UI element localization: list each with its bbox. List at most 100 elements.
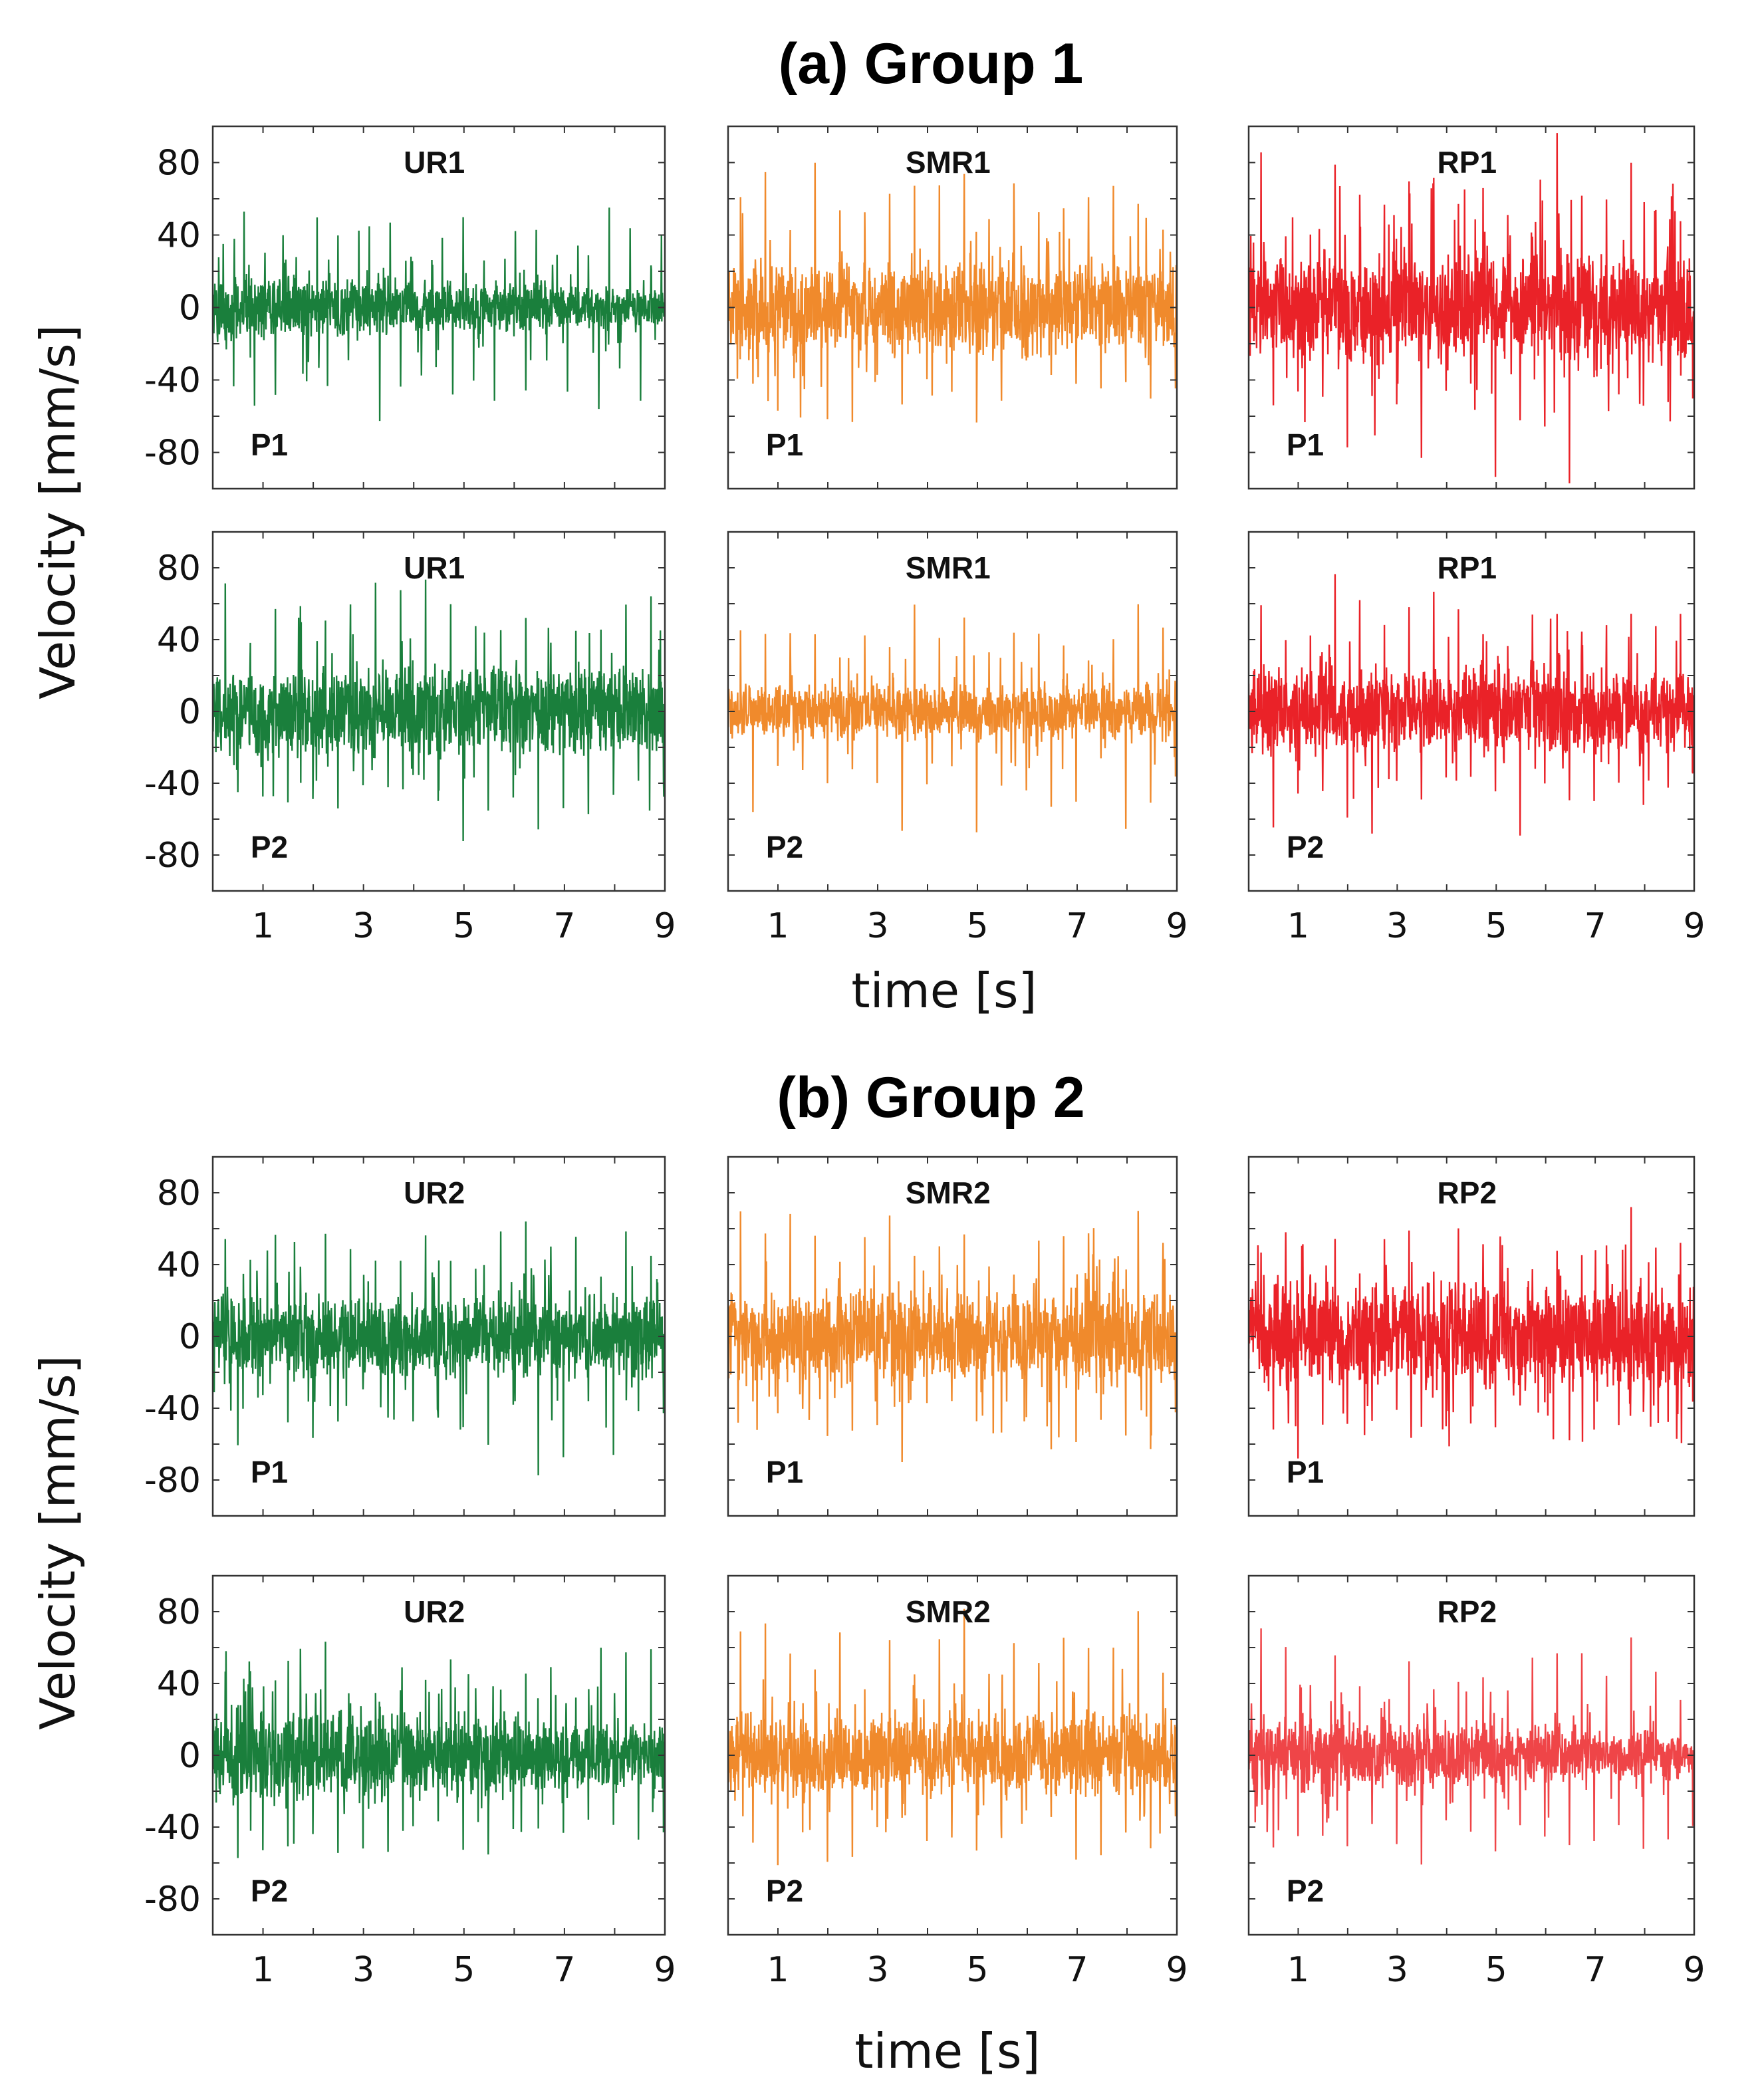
y-tick-label-g2-r1-c1: 0	[179, 1317, 201, 1357]
panel-g1-r1-c2: SMR1 P1	[727, 125, 1178, 490]
x-tick-label-g2-r2-c3: 9	[1683, 1950, 1705, 1990]
x-tick-label-g1-r2-c2: 1	[767, 906, 789, 946]
y-tick-label-g1-r2-c1: -40	[144, 764, 201, 804]
panel-g2-r2-c1: 80 40 0 -40 -80 1 3 5 7 9 UR2 P2	[144, 1574, 676, 1990]
position-label-g2-r1-c1: P1	[251, 1455, 288, 1489]
y-tick-label-g2-r2-c1: 40	[157, 1664, 201, 1704]
series-line-g1-r2-c3	[1249, 574, 1694, 836]
position-label-g2-r1-c3: P1	[1287, 1455, 1324, 1489]
y-tick-label-g2-r2-c1: 0	[179, 1736, 201, 1776]
group-1-header: (a) Group 1	[779, 32, 1084, 96]
y-tick-label-g1-r2-c1: 0	[179, 692, 201, 732]
series-line-g1-r2-c2	[728, 604, 1177, 832]
position-label-g1-r1-c3: P1	[1287, 428, 1324, 462]
x-tick-label-g2-r2-c3: 5	[1485, 1950, 1507, 1990]
y-tick-label-g1-r2-c1: 40	[157, 620, 201, 660]
y-tick-label-g1-r1-c1: 80	[157, 144, 201, 184]
x-tick-label-g1-r2-c1: 7	[553, 906, 575, 946]
panel-title-g1-r2-c1: UR1	[404, 551, 465, 585]
series-line-g2-r2-c2	[728, 1608, 1177, 1866]
position-label-g2-r1-c2: P1	[766, 1455, 803, 1489]
y-tick-label-g1-r1-c1: -80	[144, 433, 201, 473]
series-line-g1-r1-c2	[728, 162, 1177, 423]
x-tick-label-g2-r2-c2: 7	[1066, 1950, 1088, 1990]
panel-title-g1-r2-c3: RP1	[1438, 551, 1497, 585]
panel-title-g2-r1-c2: SMR2	[906, 1175, 991, 1210]
panel-g1-r2-c3: 1 3 5 7 9 RP1 P2	[1247, 531, 1705, 946]
panel-g1-r1-c1: 80 40 0 -40 -80 UR1 P1	[144, 125, 666, 490]
y-tick-label-g1-r1-c1: -40	[144, 361, 201, 401]
panel-g2-r1-c2: SMR2 P1	[727, 1156, 1178, 1517]
x-tick-label-g2-r2-c1: 3	[352, 1950, 374, 1990]
x-tick-label-g2-r2-c1: 9	[654, 1950, 676, 1990]
position-label-g2-r2-c3: P2	[1287, 1874, 1324, 1908]
x-tick-label-g1-r2-c3: 9	[1683, 906, 1705, 946]
x-tick-label-g1-r2-c1: 9	[654, 906, 676, 946]
series-line-g1-r2-c1	[213, 579, 665, 842]
series-line-g2-r1-c3	[1249, 1207, 1694, 1459]
x-tick-label-g1-r2-c1: 1	[252, 906, 274, 946]
panel-title-g1-r1-c2: SMR1	[906, 145, 991, 180]
y-tick-label-g2-r2-c1: -80	[144, 1880, 201, 1919]
panel-g2-r1-c1: 80 40 0 -40 -80 UR2 P1	[144, 1156, 666, 1517]
x-tick-label-g1-r2-c3: 5	[1485, 906, 1507, 946]
y-tick-label-g2-r1-c1: -40	[144, 1389, 201, 1429]
x-tick-label-g2-r2-c1: 5	[453, 1950, 475, 1990]
series-line-g2-r2-c3	[1249, 1628, 1694, 1865]
position-label-g1-r2-c3: P2	[1287, 830, 1324, 864]
panel-g1-r1-c3: RP1 P1	[1247, 125, 1696, 490]
y-tick-label-g1-r1-c1: 0	[179, 289, 201, 328]
x-tick-label-g2-r2-c2: 3	[866, 1950, 888, 1990]
panel-title-g2-r1-c3: RP2	[1438, 1175, 1497, 1210]
panel-g2-r1-c3: RP2 P1	[1247, 1156, 1696, 1517]
series-line-g2-r1-c2	[728, 1211, 1177, 1463]
panel-title-g2-r2-c2: SMR2	[906, 1594, 991, 1629]
series-line-g1-r1-c3	[1249, 133, 1694, 484]
panel-title-g1-r1-c3: RP1	[1438, 145, 1497, 180]
x-tick-label-g1-r2-c2: 5	[966, 906, 988, 946]
group-1-x-axis-label: time [s]	[851, 963, 1037, 1019]
position-label-g1-r2-c2: P2	[766, 830, 803, 864]
panel-g1-r2-c2: 1 3 5 7 9 SMR1 P2	[727, 531, 1188, 946]
y-tick-label-g1-r2-c1: -80	[144, 836, 201, 876]
x-tick-label-g2-r2-c1: 7	[553, 1950, 575, 1990]
position-label-g2-r2-c2: P2	[766, 1874, 803, 1908]
series-line-g1-r1-c1	[213, 207, 665, 422]
group-2-y-axis-label: Velocity [mm/s]	[30, 1355, 86, 1730]
panel-title-g1-r2-c2: SMR1	[906, 551, 991, 585]
panel-g2-r2-c2: 1 3 5 7 9 SMR2 P2	[727, 1574, 1188, 1990]
position-label-g1-r1-c2: P1	[766, 428, 803, 462]
x-tick-label-g1-r2-c2: 3	[866, 906, 888, 946]
y-tick-label-g1-r1-c1: 40	[157, 216, 201, 256]
x-tick-label-g2-r2-c2: 9	[1166, 1950, 1188, 1990]
y-tick-label-g2-r1-c1: 40	[157, 1245, 201, 1285]
x-tick-label-g2-r2-c2: 1	[767, 1950, 789, 1990]
position-label-g1-r2-c1: P2	[251, 830, 288, 864]
x-tick-label-g1-r2-c1: 3	[352, 906, 374, 946]
x-tick-label-g1-r2-c3: 1	[1287, 906, 1309, 946]
x-tick-label-g2-r2-c2: 5	[966, 1950, 988, 1990]
y-tick-label-g2-r2-c1: -40	[144, 1808, 201, 1848]
panel-title-g2-r1-c1: UR2	[404, 1175, 465, 1210]
x-tick-label-g2-r2-c3: 7	[1584, 1950, 1606, 1990]
x-tick-label-g2-r2-c3: 1	[1287, 1950, 1309, 1990]
panel-title-g2-r2-c3: RP2	[1438, 1594, 1497, 1629]
position-label-g2-r2-c1: P2	[251, 1874, 288, 1908]
x-tick-label-g1-r2-c1: 5	[453, 906, 475, 946]
y-tick-label-g1-r2-c1: 80	[157, 549, 201, 588]
series-line-g2-r2-c1	[213, 1642, 665, 1858]
x-tick-label-g2-r2-c1: 1	[252, 1950, 274, 1990]
panel-title-g2-r2-c1: UR2	[404, 1594, 465, 1629]
x-tick-label-g1-r2-c3: 3	[1386, 906, 1408, 946]
x-tick-label-g1-r2-c2: 9	[1166, 906, 1188, 946]
group-2-x-axis-label: time [s]	[854, 2023, 1040, 2079]
y-tick-label-g2-r1-c1: 80	[157, 1173, 201, 1213]
y-tick-label-g2-r2-c1: 80	[157, 1592, 201, 1632]
x-tick-label-g1-r2-c3: 7	[1584, 906, 1606, 946]
panels: 80 40 0 -40 -80 UR1 P1 SMR1 P1 RP1 P1 80 40 0 -40 -80 1 3…	[144, 125, 1705, 1990]
position-label-g1-r1-c1: P1	[251, 428, 288, 462]
y-tick-label-g2-r1-c1: -80	[144, 1461, 201, 1501]
panel-title-g1-r1-c1: UR1	[404, 145, 465, 180]
panel-g2-r2-c3: 1 3 5 7 9 RP2 P2	[1247, 1574, 1705, 1990]
